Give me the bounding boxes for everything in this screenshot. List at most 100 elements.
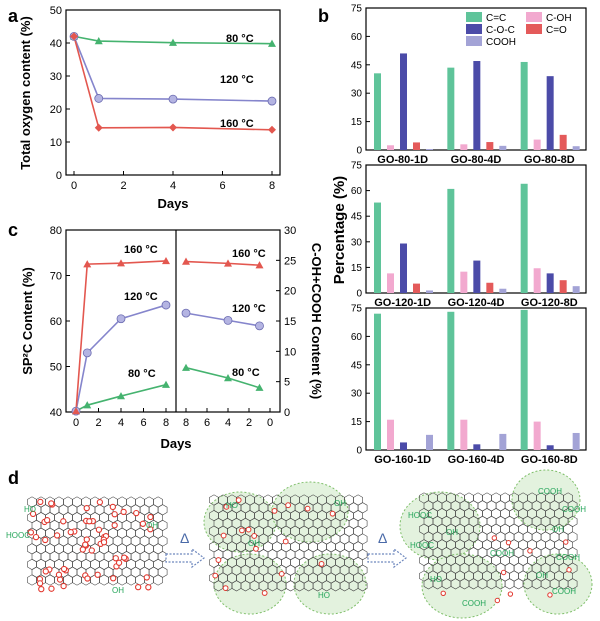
- bar: [447, 311, 455, 450]
- y-tick-label-right: 25: [284, 255, 296, 267]
- oxygen-atom: [79, 546, 86, 553]
- oxygen-atom: [215, 557, 222, 563]
- panel-c-label-160-left: 160 °C: [124, 244, 158, 256]
- graphene-sheets: [27, 469, 593, 619]
- oxygen-atom: [37, 498, 44, 506]
- group-label: OH: [146, 521, 158, 530]
- oxygen-atom: [563, 539, 569, 545]
- panel-label-c: c: [8, 220, 18, 240]
- oxygen-atom: [220, 532, 227, 539]
- bar: [572, 146, 580, 150]
- y-tick-label: 75: [351, 304, 363, 315]
- panel-b-chart: 0 15 30 45 60 75 GO-80-1D GO-80-4D GO-80-8D 0 15 30…: [331, 4, 587, 466]
- x-tick-label: 2: [246, 417, 252, 429]
- bar: [520, 183, 528, 293]
- data-point: [168, 94, 178, 104]
- bar: [572, 286, 580, 293]
- hexagon: [117, 574, 127, 586]
- data-point: [224, 374, 232, 382]
- bar: [374, 313, 381, 450]
- oxygen-atom: [239, 527, 245, 534]
- bar: [374, 202, 381, 293]
- y-tick-label-right: 20: [284, 286, 296, 298]
- y-tick-label: 30: [351, 389, 363, 400]
- series-line: [75, 304, 167, 412]
- panel-c-label-120-right: 120 °C: [232, 303, 266, 315]
- legend-label-co: C=O: [546, 25, 567, 36]
- hexagon: [27, 574, 37, 586]
- oxygen-atom: [212, 572, 219, 579]
- sp2-domain-cluster: [399, 491, 481, 561]
- data-point: [162, 380, 170, 388]
- bar: [559, 134, 567, 150]
- bar: [400, 53, 407, 150]
- oxygen-atom: [147, 513, 154, 521]
- bar: [460, 144, 468, 150]
- legend-swatch-coh: [526, 12, 542, 22]
- y-tick-label: 10: [50, 137, 62, 149]
- group-label: COOH: [562, 505, 586, 514]
- panel-a-axes: 0 10 20 30 40 50 0 2 4 6 8: [50, 5, 275, 192]
- group-label: COOH: [538, 487, 562, 496]
- reaction-arrow-2: Δ: [367, 530, 407, 569]
- data-point: [268, 39, 276, 47]
- oxygen-atom: [143, 574, 150, 581]
- category-label: GO-80-4D: [451, 154, 502, 166]
- data-point: [182, 363, 190, 371]
- x-tick-label: 0: [73, 417, 79, 429]
- oxygen-atom: [42, 568, 49, 575]
- category-label: GO-80-1D: [377, 154, 428, 166]
- oxygen-atom: [121, 554, 128, 561]
- data-point: [116, 314, 126, 324]
- panel-a-xlabel: Days: [157, 196, 188, 211]
- bar: [426, 149, 433, 150]
- panel-c-ylabel-left: SP²C Content (%): [20, 267, 35, 375]
- data-point: [224, 259, 232, 267]
- panel-b-subplots: 0 15 30 45 60 75 GO-80-1D GO-80-4D GO-80-8D 0 15 30…: [351, 4, 587, 466]
- group-label: OH: [446, 528, 458, 537]
- bar: [387, 419, 394, 450]
- panel-a-label-80: 80 °C: [226, 33, 254, 45]
- data-point: [223, 315, 233, 325]
- data-point: [181, 308, 191, 318]
- bar: [473, 260, 481, 293]
- oxygen-atom: [135, 584, 142, 591]
- series-line: [73, 36, 273, 131]
- data-point: [255, 261, 264, 269]
- data-point: [255, 383, 264, 391]
- oxygen-atom: [120, 508, 127, 516]
- bar: [499, 288, 507, 293]
- hexagon: [45, 574, 55, 586]
- sp2-domain-cluster: [523, 553, 593, 615]
- oxygen-atom: [60, 565, 68, 573]
- group-label: OH: [248, 539, 260, 548]
- bar: [559, 280, 567, 293]
- x-tick-label: 6: [219, 180, 225, 192]
- oxygen-atom: [133, 509, 140, 517]
- oxygen-atom: [60, 582, 67, 590]
- y-tick-label-right: 15: [284, 316, 296, 328]
- category-label: GO-120-8D: [521, 297, 578, 309]
- category-label: GO-80-8D: [524, 154, 575, 166]
- oxygen-atom: [110, 575, 117, 582]
- oxygen-atom: [285, 502, 292, 509]
- group-label: OH: [334, 499, 346, 508]
- data-point: [255, 321, 264, 331]
- category-label: GO-120-1D: [374, 297, 431, 309]
- oxygen-atom: [95, 526, 103, 533]
- oxygen-atom: [38, 586, 45, 593]
- data-point: [94, 37, 103, 45]
- bar: [473, 444, 481, 450]
- x-tick-label: 8: [269, 180, 275, 192]
- bar: [499, 145, 507, 150]
- oxygen-atom: [235, 497, 242, 503]
- bar: [486, 142, 494, 150]
- data-point: [162, 256, 170, 265]
- group-label: HOOC: [408, 511, 432, 520]
- arrow-1-shape: [165, 547, 205, 569]
- y-tick-label: 30: [351, 89, 363, 100]
- hexagon: [72, 574, 82, 586]
- oxygen-atom: [94, 571, 101, 578]
